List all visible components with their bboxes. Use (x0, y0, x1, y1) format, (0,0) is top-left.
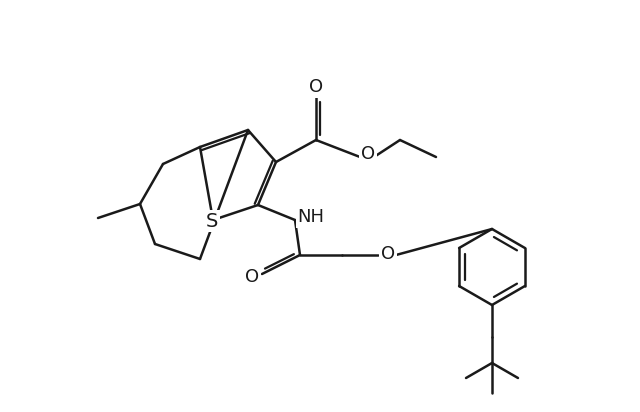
Text: O: O (381, 245, 395, 263)
Text: S: S (206, 211, 218, 230)
Text: O: O (309, 78, 323, 96)
Text: NH: NH (298, 208, 324, 226)
Text: O: O (361, 145, 375, 163)
Text: O: O (245, 268, 259, 286)
